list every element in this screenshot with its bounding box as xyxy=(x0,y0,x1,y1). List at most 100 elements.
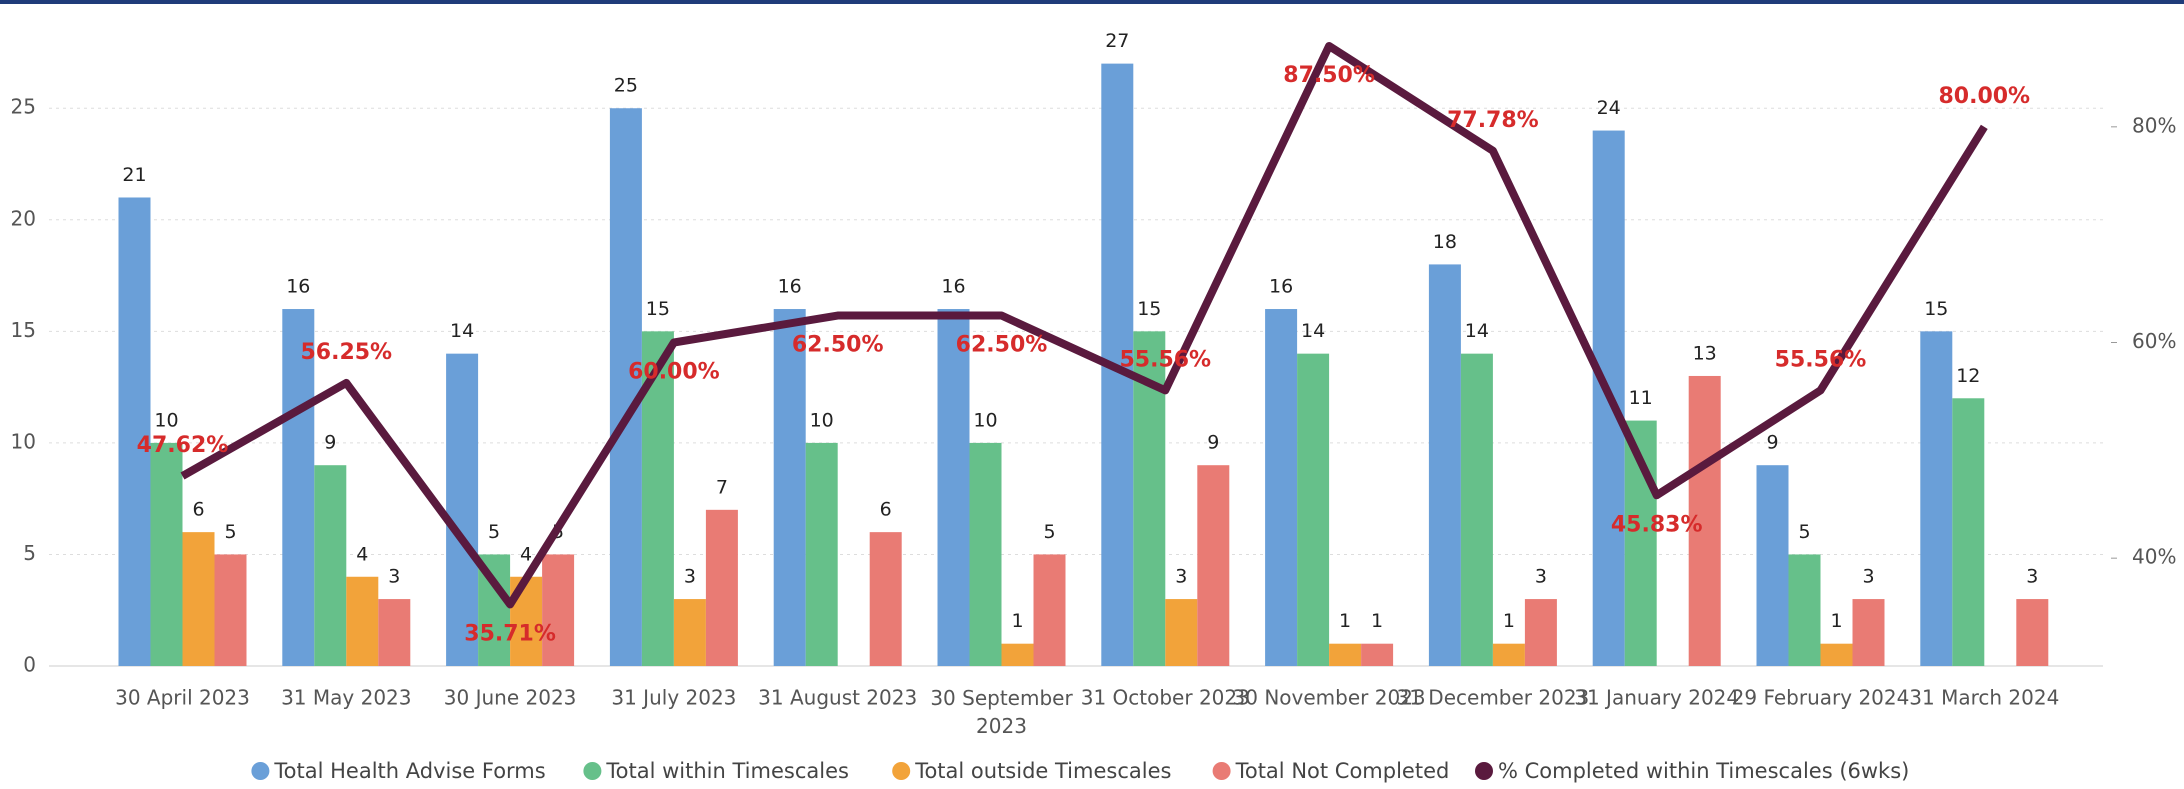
bar-value-label: 14 xyxy=(1301,320,1325,342)
legend-marker xyxy=(251,762,270,780)
line-value-label: 56.25% xyxy=(300,340,392,365)
bar xyxy=(1361,643,1394,666)
bar-value-label: 14 xyxy=(450,320,474,342)
line-value-label: 55.56% xyxy=(1775,347,1867,372)
bar xyxy=(1492,643,1525,666)
bar-value-label: 5 xyxy=(1043,521,1055,543)
line-value-label: 62.50% xyxy=(956,333,1048,358)
bar-value-label: 15 xyxy=(1924,298,1948,320)
bar-value-label: 10 xyxy=(154,409,178,431)
bar-value-label: 11 xyxy=(1629,387,1653,409)
y-tick-label: 5 xyxy=(23,541,36,565)
line xyxy=(180,41,1988,609)
y-tick-label: 15 xyxy=(11,318,36,342)
bar-value-label: 1 xyxy=(1011,610,1023,632)
line-value-label: 55.56% xyxy=(1119,347,1211,372)
y2-tick-label: 60% xyxy=(2132,329,2176,353)
bar-value-label: 5 xyxy=(488,521,500,543)
line-value-label: 47.62% xyxy=(137,433,229,458)
legend-label: Total Not Completed xyxy=(1235,759,1450,783)
bar-value-label: 12 xyxy=(1956,365,1980,387)
bar xyxy=(446,353,479,666)
bar xyxy=(869,532,902,666)
bar-value-label: 4 xyxy=(356,543,368,565)
line-value-label: 77.78% xyxy=(1447,108,1539,133)
line-value-label: 60.00% xyxy=(628,360,720,385)
bar-value-label: 9 xyxy=(1766,432,1778,454)
bar xyxy=(1428,264,1461,666)
bar xyxy=(1033,554,1066,666)
legend-label: % Completed within Timescales (6wks) xyxy=(1498,759,1909,783)
x-tick-label: 31 August 2023 xyxy=(758,686,917,710)
bar-value-label: 3 xyxy=(2026,566,2038,588)
y-tick-label: 25 xyxy=(11,95,36,119)
y-tick-label: 10 xyxy=(11,429,36,453)
x-tick-label: 31 May 2023 xyxy=(281,686,411,710)
bar-value-label: 16 xyxy=(941,276,965,298)
bar xyxy=(705,509,738,666)
y-tick-label: 0 xyxy=(23,653,36,677)
bar-value-label: 13 xyxy=(1693,342,1717,364)
legend-marker xyxy=(583,762,602,780)
bar-value-label: 5 xyxy=(1798,521,1810,543)
x-tick-label: 31 January 2024 xyxy=(1574,686,1739,710)
bar-value-label: 6 xyxy=(880,499,892,521)
bar-value-label: 25 xyxy=(614,75,638,97)
bar-value-label: 16 xyxy=(286,276,310,298)
legend-label: Total outside Timescales xyxy=(914,759,1171,783)
line-value-label: 87.50% xyxy=(1283,63,1375,88)
bar xyxy=(346,576,379,666)
line-value-label: 45.83% xyxy=(1611,512,1703,537)
bar-value-label: 21 xyxy=(122,164,146,186)
x-tick-label: 29 February 2024 xyxy=(1732,686,1910,710)
bar xyxy=(1920,331,1953,666)
bar-value-label: 1 xyxy=(1339,610,1351,632)
bar-value-label: 3 xyxy=(1175,566,1187,588)
bar xyxy=(1165,599,1198,666)
y2-tick-label: 80% xyxy=(2132,113,2176,137)
bar xyxy=(1788,554,1821,666)
legend-marker xyxy=(1212,762,1231,780)
bar xyxy=(542,554,575,666)
bar xyxy=(1460,353,1493,666)
bar xyxy=(937,309,970,666)
bar-value-label: 7 xyxy=(716,476,728,498)
bar xyxy=(1197,465,1230,666)
bar-value-label: 3 xyxy=(388,566,400,588)
bar-value-label: 9 xyxy=(1207,432,1219,454)
x-tick-label: 31 December 2023 xyxy=(1397,686,1590,710)
bar-value-label: 10 xyxy=(973,409,997,431)
line-value-label: 80.00% xyxy=(1938,84,2030,109)
bar-value-label: 3 xyxy=(684,566,696,588)
legend-marker xyxy=(1475,762,1493,780)
bar xyxy=(118,197,151,666)
bar xyxy=(1001,643,1034,666)
bar xyxy=(1297,353,1330,666)
bar-value-label: 15 xyxy=(1137,298,1161,320)
bar xyxy=(214,554,247,666)
bar xyxy=(805,442,838,666)
bar-value-label: 15 xyxy=(646,298,670,320)
bar xyxy=(150,442,183,666)
y2-tick-label: 40% xyxy=(2132,545,2176,569)
bar-value-label: 3 xyxy=(1535,566,1547,588)
bar-value-label: 6 xyxy=(192,499,204,521)
x-tick-label: 31 July 2023 xyxy=(611,686,736,710)
x-tick-label: 30 September 2023 xyxy=(930,686,1073,738)
bar-value-label: 5 xyxy=(224,521,236,543)
bar-value-label: 10 xyxy=(810,409,834,431)
bar xyxy=(182,532,215,666)
bar-value-label: 18 xyxy=(1433,231,1457,253)
bar-value-label: 1 xyxy=(1371,610,1383,632)
bar-value-label: 14 xyxy=(1465,320,1489,342)
bar-value-label: 16 xyxy=(1269,276,1293,298)
legend-label: Total Health Advise Forms xyxy=(273,759,545,783)
bar xyxy=(1756,465,1789,666)
line-value-label: 35.71% xyxy=(464,621,556,646)
bar xyxy=(1329,643,1362,666)
x-tick-label: 30 June 2023 xyxy=(444,686,577,710)
bar xyxy=(1265,309,1298,666)
bar xyxy=(1688,375,1721,666)
bar xyxy=(282,309,315,666)
